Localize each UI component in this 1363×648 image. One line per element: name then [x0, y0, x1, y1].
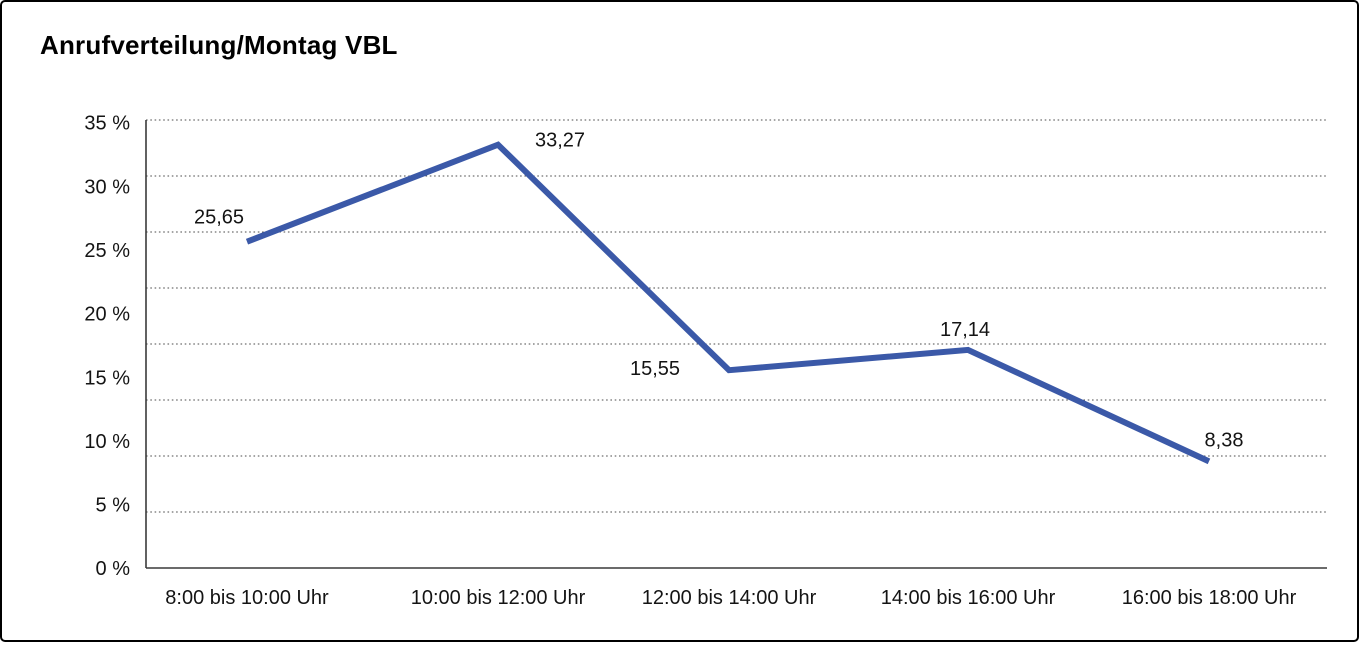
x-axis-category-label: 14:00 bis 16:00 Uhr	[881, 587, 1056, 609]
series-line	[245, 141, 1211, 465]
x-axis-category-label: 10:00 bis 12:00 Uhr	[411, 587, 586, 609]
y-axis-tick-label: 20 %	[84, 304, 130, 326]
chart-title: Anrufverteilung/Montag VBL	[40, 30, 398, 60]
data-point-label: 15,55	[630, 358, 680, 380]
x-axis-category-label: 16:00 bis 18:00 Uhr	[1122, 587, 1297, 609]
x-axis-category-label: 12:00 bis 14:00 Uhr	[642, 587, 817, 609]
data-point-label: 33,27	[535, 130, 585, 152]
y-axis-tick-label: 0 %	[96, 558, 131, 580]
y-axis-tick-label: 10 %	[84, 431, 130, 453]
y-axis-tick-label: 15 %	[84, 367, 130, 389]
y-axis-tick-label: 30 %	[84, 176, 130, 198]
y-axis-tick-label: 5 %	[96, 495, 131, 517]
data-point-label: 17,14	[940, 319, 990, 341]
y-axis-tick-label: 35 %	[84, 113, 130, 135]
data-point-label: 25,65	[194, 207, 244, 229]
data-point-label: 8,38	[1205, 429, 1244, 451]
y-axis-tick-label: 25 %	[84, 240, 130, 262]
x-axis-category-label: 8:00 bis 10:00 Uhr	[165, 587, 329, 609]
